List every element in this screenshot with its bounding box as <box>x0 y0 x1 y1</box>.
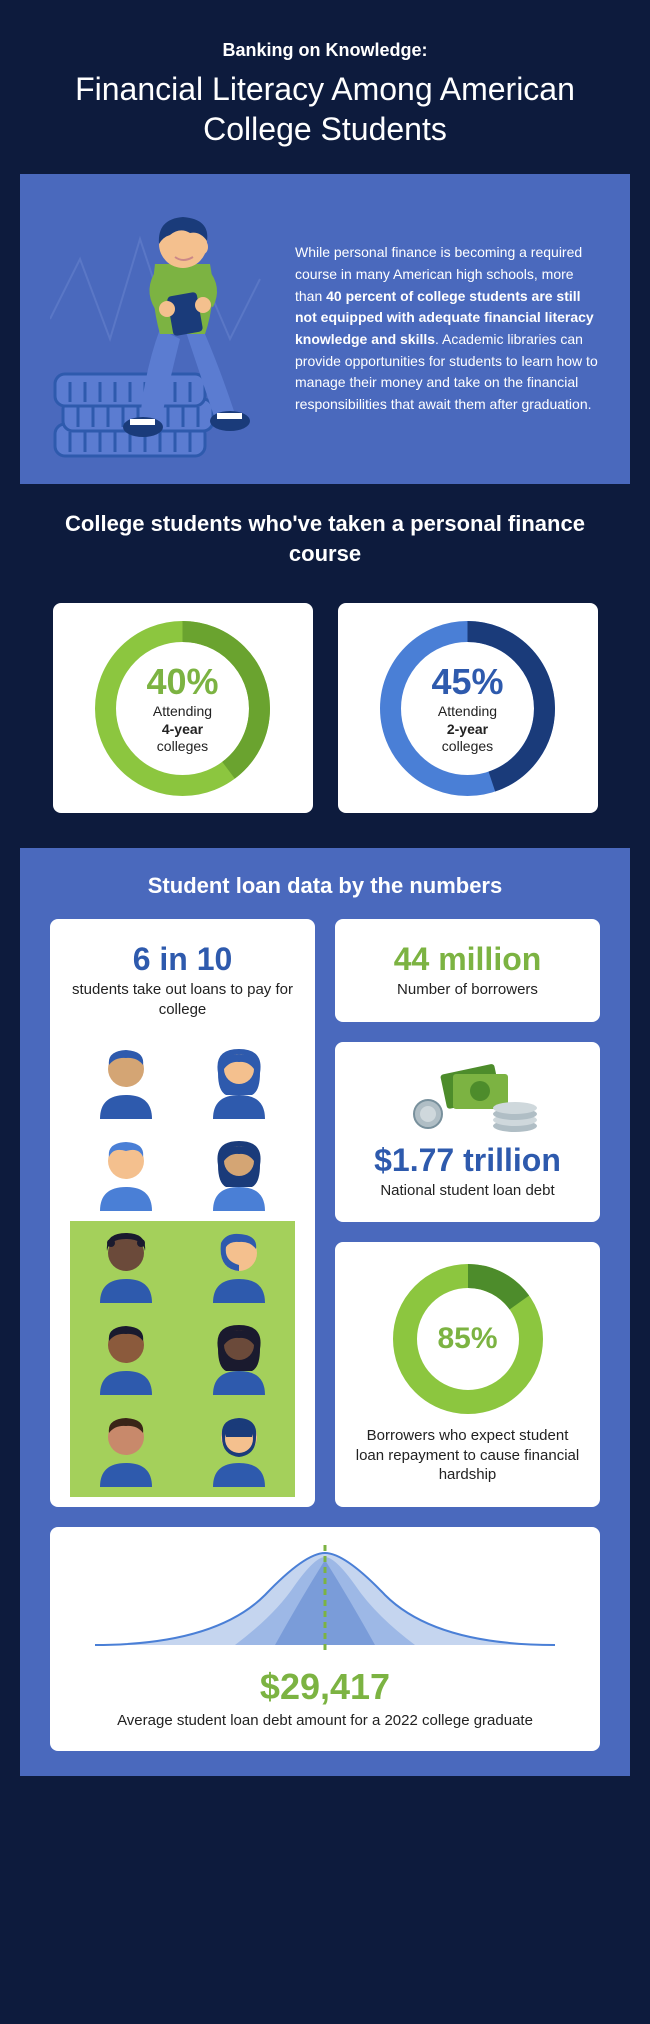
debt-card: $1.77 trillion National student loan deb… <box>335 1042 600 1223</box>
donut-4year-label: Attending 4-year colleges <box>153 703 212 756</box>
person-icon <box>183 1313 296 1405</box>
person-icon <box>183 1037 296 1129</box>
borrowers-stat: 44 million <box>355 941 580 978</box>
person-icon <box>183 1221 296 1313</box>
donut-2year-label: Attending 2-year colleges <box>438 703 497 756</box>
debt-stat: $1.77 trillion <box>355 1142 580 1179</box>
loan-title: Student loan data by the numbers <box>20 848 630 919</box>
donut-card-4year: 40% Attending 4-year colleges <box>53 603 313 813</box>
donut-card-2year: 45% Attending 2-year colleges <box>338 603 598 813</box>
debt-sub: National student loan debt <box>355 1181 580 1201</box>
person-icon <box>70 1221 183 1313</box>
avg-debt-sub: Average student loan debt amount for a 2… <box>70 1712 580 1729</box>
bell-curve-icon <box>70 1545 580 1655</box>
donut-2year-pct: 45% <box>431 661 503 703</box>
borrowers-sub: Number of borrowers <box>355 980 580 1000</box>
header-title: Financial Literacy Among American Colleg… <box>40 69 610 149</box>
student-illustration <box>50 199 280 459</box>
donut-4year-pct: 40% <box>146 661 218 703</box>
avg-debt-card: $29,417 Average student loan debt amount… <box>50 1527 600 1751</box>
section1-title: College students who've taken a personal… <box>20 484 630 593</box>
money-icon <box>355 1064 580 1134</box>
avg-debt-amount: $29,417 <box>70 1666 580 1708</box>
hardship-pct: 85% <box>437 1322 497 1356</box>
header: Banking on Knowledge: Financial Literacy… <box>20 10 630 174</box>
donut-row: 40% Attending 4-year colleges 45% <box>20 593 630 848</box>
six-in-ten-sub: students take out loans to pay for colle… <box>70 980 295 1019</box>
person-icon <box>70 1129 183 1221</box>
hardship-sub: Borrowers who expect student loan repaym… <box>355 1426 580 1485</box>
person-icon <box>70 1405 183 1497</box>
person-icon <box>183 1129 296 1221</box>
person-icon <box>70 1313 183 1405</box>
loan-section: Student loan data by the numbers 6 in 10… <box>20 848 630 1776</box>
borrowers-card: 44 million Number of borrowers <box>335 919 600 1022</box>
hero-text: While personal finance is becoming a req… <box>295 242 600 416</box>
hero-section: While personal finance is becoming a req… <box>20 174 630 484</box>
person-icon <box>183 1405 296 1497</box>
person-icon <box>70 1037 183 1129</box>
six-in-ten-card: 6 in 10 students take out loans to pay f… <box>50 919 315 1507</box>
header-kicker: Banking on Knowledge: <box>40 40 610 61</box>
people-grid <box>70 1037 295 1497</box>
hardship-card: 85% Borrowers who expect student loan re… <box>335 1242 600 1507</box>
six-in-ten-stat: 6 in 10 <box>70 941 295 978</box>
